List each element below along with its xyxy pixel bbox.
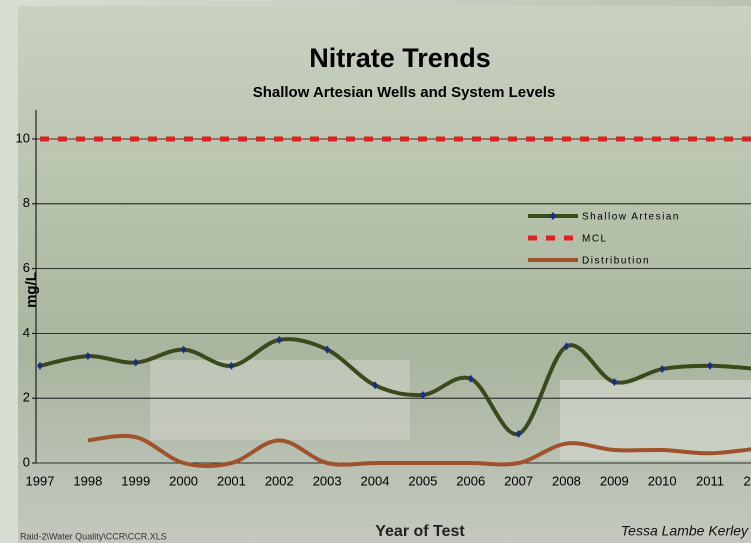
x-tick-label: 2000 — [169, 473, 198, 488]
y-axis-label: mg/L — [23, 272, 40, 308]
legend-label: Shallow Artesian — [582, 212, 680, 223]
footnote: Raid-2\Water Quality\CCR\CCR.XLS — [20, 531, 167, 541]
credit: Tessa Lambe Kerley — [621, 523, 749, 539]
x-tick-label: 2007 — [504, 473, 533, 488]
x-tick-label: 1999 — [121, 473, 150, 488]
legend-label: MCL — [582, 234, 608, 245]
y-tick-label: 6 — [23, 260, 30, 275]
x-tick-label: 2001 — [217, 473, 246, 488]
y-tick-label: 10 — [16, 130, 30, 145]
x-tick-label: 2010 — [648, 473, 677, 488]
chart-title: Nitrate Trends — [309, 43, 491, 73]
x-tick-label: 1998 — [73, 473, 102, 488]
y-tick-label: 8 — [23, 195, 30, 210]
x-tick-label: 2009 — [600, 473, 629, 488]
x-tick-label: 2006 — [456, 473, 485, 488]
x-axis-label: Year of Test — [375, 523, 465, 540]
x-tick-label: 2008 — [552, 473, 581, 488]
x-tick-label: 2004 — [361, 473, 390, 488]
x-tick-label: 2011 — [696, 473, 724, 488]
x-tick-label: 2003 — [313, 473, 342, 488]
x-tick-label: 1997 — [26, 473, 55, 488]
x-tick-label: 2012 — [743, 473, 751, 488]
y-tick-label: 4 — [23, 325, 30, 340]
legend-label: Distribution — [582, 256, 650, 267]
chart: Nitrate Trends Shallow Artesian Wells an… — [0, 0, 751, 543]
photo-highlight — [150, 360, 410, 440]
x-tick-label: 2005 — [408, 473, 437, 488]
y-tick-label: 0 — [23, 454, 30, 469]
chart-subtitle: Shallow Artesian Wells and System Levels — [253, 84, 556, 101]
y-tick-label: 2 — [23, 390, 30, 405]
x-tick-label: 2002 — [265, 473, 294, 488]
